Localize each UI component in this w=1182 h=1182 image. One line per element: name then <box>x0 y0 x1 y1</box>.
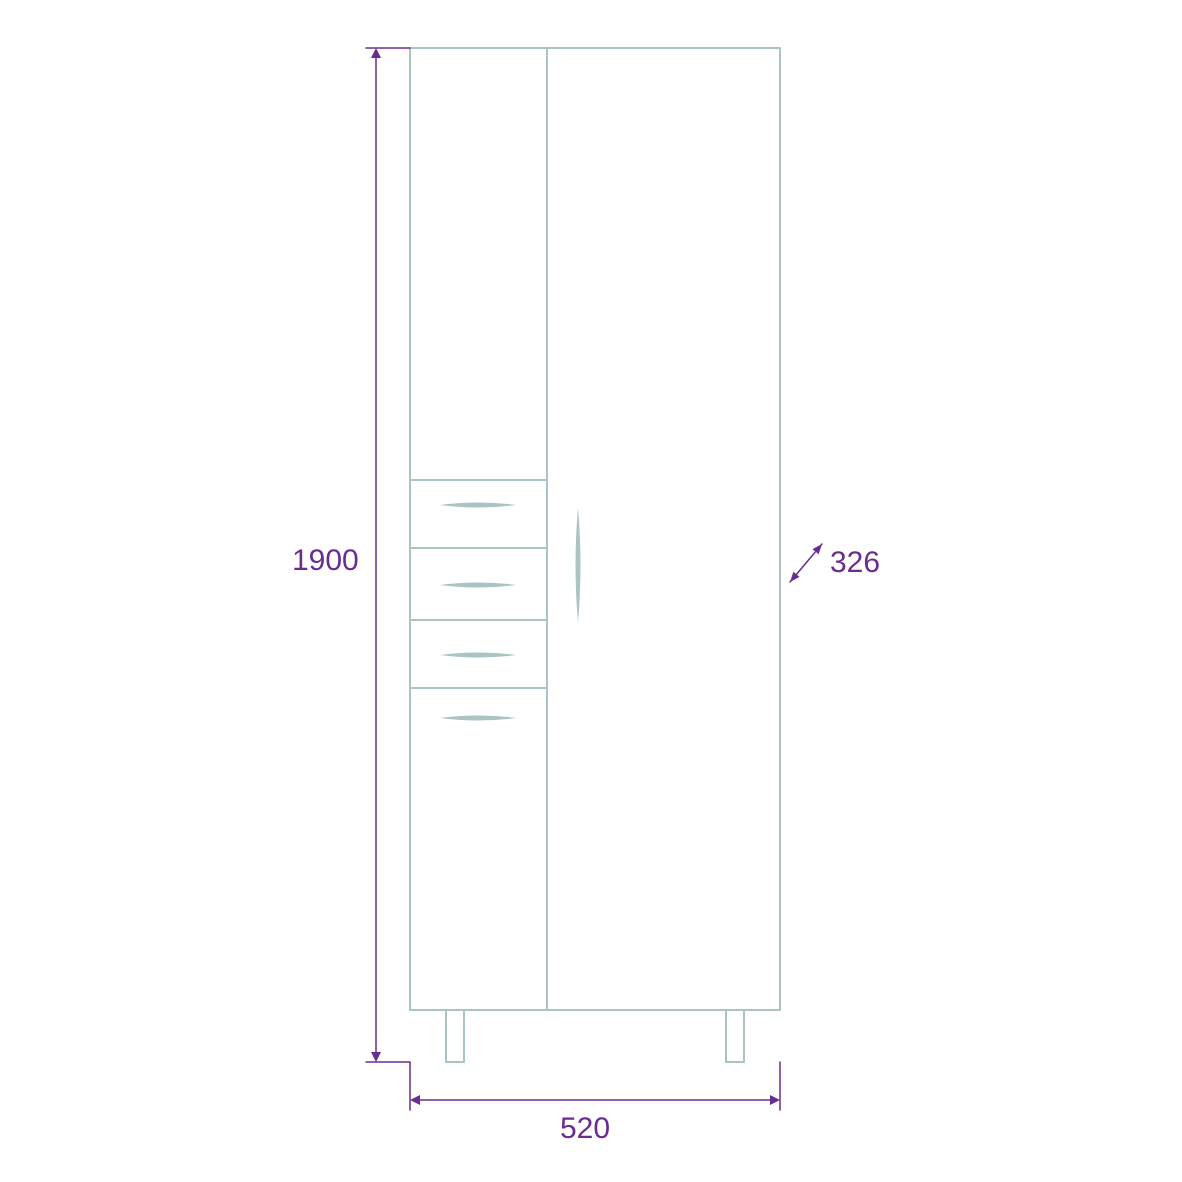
drawer-handle-0 <box>440 503 516 508</box>
drawer-handle-3 <box>440 716 516 721</box>
cabinet-diagram <box>410 48 780 1062</box>
dim-height-value: 1900 <box>292 544 359 577</box>
door-handle <box>576 508 581 622</box>
dimensions: 1900 520 326 <box>292 48 880 1145</box>
leg-left <box>446 1010 464 1062</box>
cabinet-body <box>410 48 780 1010</box>
leg-right <box>726 1010 744 1062</box>
drawer-handle-1 <box>440 583 516 588</box>
dim-depth-value: 326 <box>830 546 880 579</box>
dim-width-value: 520 <box>560 1112 610 1145</box>
drawer-handle-2 <box>440 653 516 658</box>
